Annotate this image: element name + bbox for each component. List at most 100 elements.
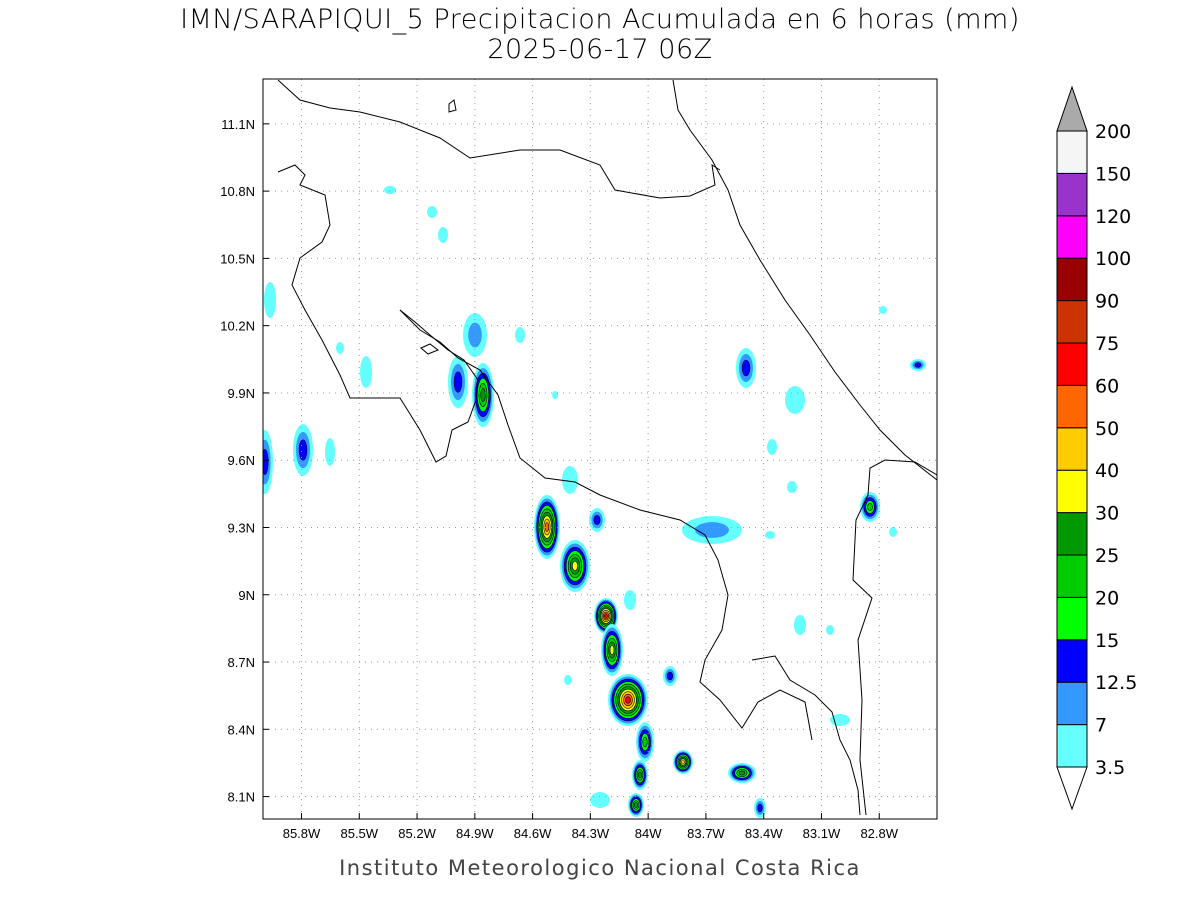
precip-cell	[534, 495, 560, 559]
colorbar-label: 40	[1095, 460, 1119, 482]
precip-contour	[666, 671, 674, 681]
lat-tick-label: 11.1N	[221, 117, 255, 132]
precip-contour	[826, 625, 834, 635]
colorbar-label: 3.5	[1095, 757, 1125, 779]
lat-tick-label: 9.3N	[228, 520, 255, 535]
precip-cell	[608, 674, 648, 726]
precip-cell	[785, 386, 805, 414]
colorbar-swatch	[1056, 172, 1088, 217]
lat-tick-label: 10.5N	[220, 251, 255, 266]
precip-contour	[695, 522, 729, 538]
precip-cell	[624, 590, 636, 610]
precip-contour	[638, 771, 642, 779]
lat-tick-label: 8.1N	[228, 790, 255, 805]
precip-cell	[448, 356, 468, 408]
lat-tick-label: 8.4N	[228, 722, 255, 737]
lon-tick-label: 84.3W	[572, 826, 610, 841]
colorbar-label: 200	[1095, 121, 1131, 143]
colorbar-swatch	[1056, 512, 1088, 556]
precip-contour	[564, 675, 572, 685]
precip-cell	[860, 492, 880, 522]
colorbar-swatch	[1056, 554, 1088, 598]
precip-contour	[468, 322, 482, 348]
colorbar-label: 50	[1095, 418, 1119, 440]
lat-tick-label: 9.9N	[228, 386, 255, 401]
colorbar-label: 75	[1095, 333, 1119, 355]
precip-cell	[564, 675, 572, 685]
colorbar-swatch	[1056, 342, 1088, 386]
colorbar-swatch	[1056, 596, 1088, 641]
osa-golfito-coast	[751, 655, 861, 816]
lon-tick-label: 83.4W	[745, 826, 783, 841]
lat-lon-grid	[263, 79, 937, 819]
precip-cell	[427, 206, 437, 218]
precip-contour	[552, 391, 558, 399]
colorbar-label: 25	[1095, 545, 1119, 567]
precip-cell	[826, 625, 834, 635]
colorbar-swatch	[1056, 130, 1088, 174]
map-valid-time: 2025-06-17 06Z	[487, 34, 713, 65]
precip-cell	[384, 186, 396, 194]
colorbar-label: 20	[1095, 587, 1119, 609]
colorbar-swatch	[1056, 427, 1088, 471]
precip-cell	[736, 348, 756, 388]
colorbar-label: 150	[1095, 163, 1131, 185]
colorbar-label: 30	[1095, 503, 1119, 525]
precip-contour	[765, 531, 775, 539]
precip-cell	[673, 750, 693, 774]
precip-cell	[360, 356, 372, 388]
precip-cell	[754, 798, 766, 818]
precip-contour	[438, 227, 448, 243]
precip-cell	[636, 722, 654, 762]
precip-cell	[293, 424, 313, 476]
lon-tick-label: 85.8W	[283, 826, 321, 841]
precip-contour	[634, 802, 638, 808]
precip-contour	[681, 759, 685, 765]
precip-cell	[663, 666, 677, 686]
colorbar-label: 60	[1095, 375, 1119, 397]
axis-ticks: 85.8W 85.5W 85.2W 84.9W 84.6W 84.3W 84W 83.7W 83…	[220, 117, 898, 841]
precip-contour	[867, 503, 873, 511]
colorbar-swatch	[1056, 681, 1088, 726]
precip-cell	[589, 508, 605, 532]
colorbar-label: 120	[1095, 206, 1131, 228]
colorbar-above-triangle	[1056, 85, 1088, 132]
lon-tick-label: 85.5W	[340, 826, 378, 841]
precip-contour	[914, 362, 922, 368]
precip-contour	[879, 306, 887, 314]
colorbar-swatch	[1056, 724, 1088, 768]
precip-cell	[264, 282, 276, 318]
precip-cell	[765, 531, 775, 539]
precip-contour	[604, 613, 608, 619]
precip-contour	[453, 371, 463, 393]
colorbar: 3.5 7 12.5 15 20 25 30 40 50 60 75 90 100 120 150 200	[1056, 85, 1137, 811]
colorbar-swatch	[1056, 639, 1088, 683]
precip-cell	[590, 792, 610, 808]
precip-contour	[787, 481, 797, 493]
precip-contour	[480, 388, 486, 402]
lon-tick-label: 82.8W	[860, 826, 898, 841]
colorbar-swatch	[1056, 300, 1088, 344]
colorbar-swatch	[1056, 469, 1088, 514]
precip-cell	[879, 306, 887, 314]
colorbar-label: 90	[1095, 291, 1119, 313]
precip-cell	[910, 359, 926, 371]
colorbar-label: 15	[1095, 630, 1119, 652]
precip-contour	[794, 615, 806, 635]
precip-contour	[263, 449, 269, 475]
precip-contour	[298, 439, 308, 461]
precip-contour	[889, 527, 897, 537]
precip-contour	[515, 327, 525, 343]
colorbar-swatch	[1056, 384, 1088, 429]
precip-contour	[738, 770, 746, 776]
precip-contour	[264, 282, 276, 318]
precip-contour	[427, 206, 437, 218]
lon-tick-label: 84.9W	[456, 826, 494, 841]
coastlines	[277, 79, 937, 816]
precip-cell	[628, 793, 644, 817]
nicaragua-border	[277, 79, 721, 199]
lon-tick-label: 84.6W	[514, 826, 552, 841]
precip-cell	[601, 624, 623, 676]
map-frame	[262, 78, 938, 820]
